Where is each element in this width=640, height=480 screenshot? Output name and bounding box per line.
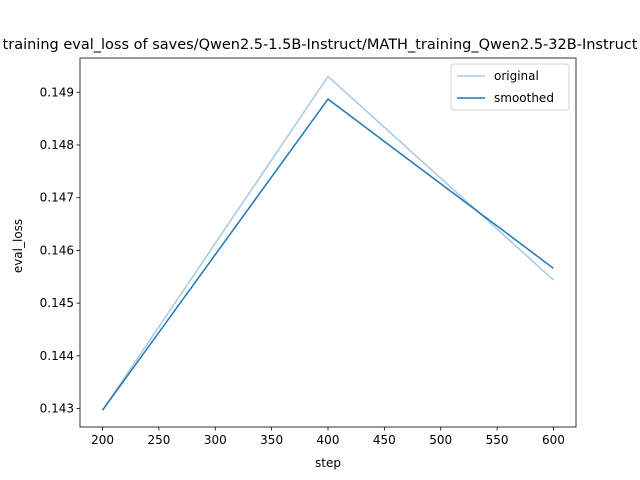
y-tick-label: 0.143: [40, 402, 74, 416]
axes-frame: [79, 57, 577, 428]
x-tick-label: 400: [317, 433, 340, 447]
original-series-line: [101, 75, 554, 411]
plot-lines: [101, 75, 554, 411]
y-tick-label: 0.144: [40, 349, 74, 363]
x-tick-label: 250: [147, 433, 170, 447]
x-tick-label: 550: [486, 433, 509, 447]
chart-title: training eval_loss of saves/Qwen2.5-1.5B…: [3, 37, 638, 53]
x-tick-label: 300: [204, 433, 227, 447]
x-tick-label: 350: [260, 433, 283, 447]
y-axis-ticks: 0.143 0.144 0.145 0.146 0.147 0.148 0.149: [40, 85, 80, 416]
legend: original smoothed: [450, 63, 570, 111]
y-tick-label: 0.145: [40, 296, 74, 310]
x-axis-ticks: 200 250 300 350 400 450 500 550 600: [91, 427, 565, 447]
legend-label-original: original: [494, 69, 539, 83]
y-tick-label: 0.148: [40, 138, 74, 152]
x-tick-label: 500: [429, 433, 452, 447]
x-tick-label: 600: [542, 433, 565, 447]
y-tick-label: 0.147: [40, 191, 74, 205]
legend-label-smoothed: smoothed: [494, 91, 554, 105]
y-axis-label: eval_loss: [11, 219, 25, 273]
x-tick-label: 200: [91, 433, 114, 447]
x-tick-label: 450: [373, 433, 396, 447]
x-axis-label: step: [315, 456, 341, 470]
y-tick-label: 0.146: [40, 243, 74, 257]
y-tick-label: 0.149: [40, 85, 74, 99]
smoothed-series-line: [101, 98, 554, 411]
